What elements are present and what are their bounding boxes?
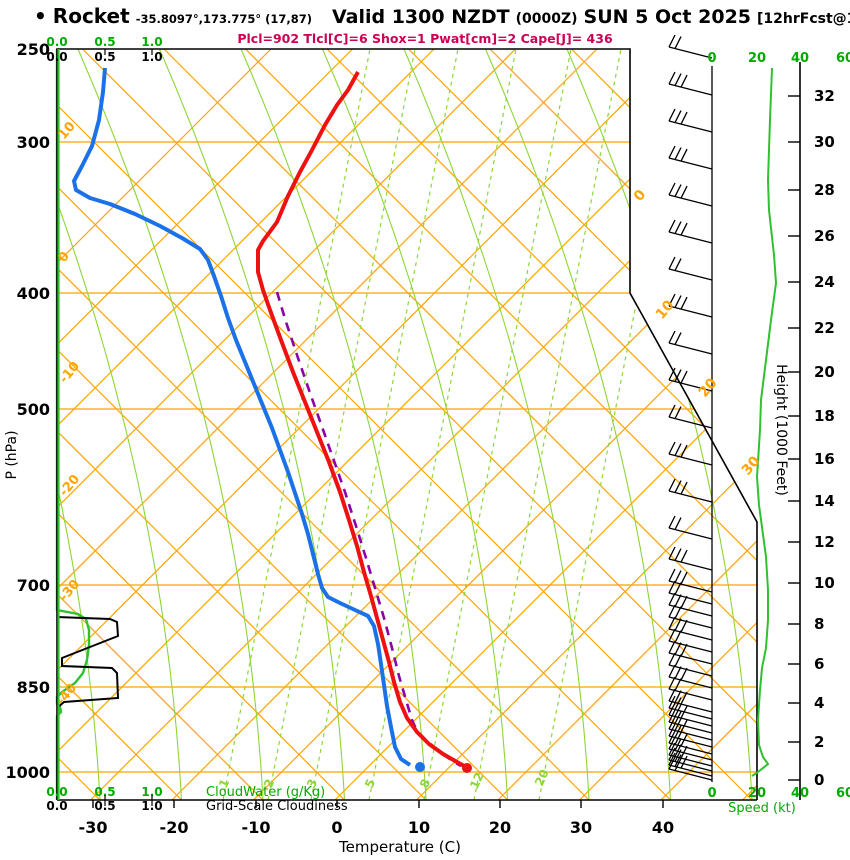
height-tick-label: 10 bbox=[814, 574, 835, 592]
cloudiness-scale-tick-top: 0.5 bbox=[94, 50, 115, 64]
temperature-curve bbox=[256, 71, 467, 769]
mixing-ratio-label: 12 bbox=[467, 770, 487, 791]
pressure-tick-label: 400 bbox=[17, 284, 50, 303]
pressure-tick-label: 300 bbox=[17, 133, 50, 152]
speed-tick-label-top: 20 bbox=[748, 51, 766, 66]
valid-time: Valid 1300 NZDT bbox=[331, 6, 510, 28]
wind-barbs bbox=[668, 34, 713, 782]
cloudwater-scale-tick-bottom: 0.5 bbox=[94, 785, 115, 799]
background-grid bbox=[57, 49, 757, 800]
temperature-tick-label: -30 bbox=[79, 818, 108, 837]
station-coords: -35.8097°,173.775° (17,87) bbox=[135, 12, 312, 26]
pressure-tick-label: 1000 bbox=[5, 763, 50, 782]
cloudwater-scale: 0.00.00.50.51.01.0 CloudWater (g/Kg) bbox=[46, 35, 325, 800]
adiabat-label-left: -10 bbox=[57, 359, 84, 387]
temperature-tick-label: -10 bbox=[242, 818, 271, 837]
cloudwater-scale-tick-bottom: 0.0 bbox=[46, 785, 67, 799]
height-tick-label: 16 bbox=[814, 450, 835, 468]
mixing-ratio-labels: 1 2 3 5 8 12 20 bbox=[216, 767, 552, 791]
cloudwater-scale-caption: CloudWater (g/Kg) bbox=[206, 785, 325, 800]
cloudwater-scale-tick-top: 1.0 bbox=[141, 35, 162, 49]
cloudiness-scale-caption: Grid-Scale Cloudiness bbox=[206, 799, 348, 814]
cloudwater-profile-line bbox=[55, 49, 91, 800]
temperature-tick-label: 10 bbox=[408, 818, 430, 837]
speed-tick-label-bottom: 0 bbox=[707, 786, 716, 801]
cloudiness-scale: 0.00.00.50.51.01.0 Grid-Scale Cloudiness bbox=[46, 49, 348, 814]
height-tick-label: 0 bbox=[814, 771, 824, 789]
cloudiness-scale-tick-top: 0.0 bbox=[46, 50, 67, 64]
height-tick-label: 2 bbox=[814, 733, 824, 751]
height-tick-label: 18 bbox=[814, 407, 835, 425]
valid-zulu: (0000Z) bbox=[515, 11, 578, 27]
temperature-axis-title: Temperature (C) bbox=[338, 838, 461, 856]
height-tick-label: 8 bbox=[814, 615, 824, 633]
speed-tick-label-top: 60 bbox=[836, 51, 850, 66]
pressure-tick-label: 500 bbox=[17, 400, 50, 419]
pressure-tick-label: 700 bbox=[17, 576, 50, 595]
temperature-tick-label: 20 bbox=[489, 818, 511, 837]
surface-dewpoint-dot bbox=[415, 762, 425, 772]
speed-tick-label-bottom: 20 bbox=[748, 786, 766, 801]
cloudiness-scale-tick-top: 1.0 bbox=[141, 50, 162, 64]
pressure-tick-label: 850 bbox=[17, 678, 50, 697]
adiabat-label-diagonal: 10 bbox=[653, 297, 678, 322]
cloudwater-scale-tick-top: 0.5 bbox=[94, 35, 115, 49]
height-tick-label: 4 bbox=[814, 694, 824, 712]
cloudiness-profile-line bbox=[56, 616, 120, 709]
height-tick-label: 12 bbox=[814, 533, 835, 551]
speed-tick-label-bottom: 40 bbox=[791, 786, 809, 801]
speed-tick-label-bottom: 60 bbox=[836, 786, 850, 801]
temperature-tick-label: 0 bbox=[331, 818, 342, 837]
adiabat-label-left: -20 bbox=[57, 472, 84, 500]
height-tick-label: 26 bbox=[814, 227, 835, 245]
dewpoint-curve bbox=[72, 67, 412, 767]
chart-title: • Rocket -35.8097°,173.775° (17,87) Valid… bbox=[34, 4, 850, 28]
temperature-axis: -30 -20 -10 0 10 20 30 40 Temperature (C) bbox=[79, 800, 674, 856]
cloudwater-scale-tick-top: 0.0 bbox=[46, 35, 67, 49]
height-tick-label: 6 bbox=[814, 655, 824, 673]
pressure-axis-title: P (hPa) bbox=[4, 430, 20, 479]
cloudwater-scale-tick-bottom: 1.0 bbox=[141, 785, 162, 799]
speed-axis-title: Speed (kt) bbox=[728, 801, 796, 816]
mixing-ratio-label: 20 bbox=[532, 767, 552, 788]
pressure-axis: 250 300 400 500 700 850 1000 P (hPa) bbox=[4, 40, 50, 782]
station-name: Rocket bbox=[52, 4, 130, 28]
valid-date: SUN 5 Oct 2025 bbox=[583, 6, 752, 28]
cloudiness-scale-tick-bottom: 0.0 bbox=[46, 799, 67, 813]
speed-tick-label-top: 40 bbox=[791, 51, 809, 66]
adiabat-label-diagonal: 20 bbox=[696, 375, 721, 400]
height-tick-label: 22 bbox=[814, 319, 835, 337]
speed-tick-label-top: 0 bbox=[707, 51, 716, 66]
temperature-tick-label: 30 bbox=[570, 818, 592, 837]
height-tick-label: 20 bbox=[814, 363, 835, 381]
forecast-tag: [12hrFcst@1648z] bbox=[757, 11, 850, 27]
height-tick-label: 32 bbox=[814, 87, 835, 105]
temperature-tick-label: 40 bbox=[652, 818, 674, 837]
temperature-tick-label: -20 bbox=[160, 818, 189, 837]
sounding-indices: Plcl=902 Tlcl[C]=6 Shox=1 Pwat[cm]=2 Cap… bbox=[237, 31, 613, 46]
wind-speed-curve bbox=[751, 67, 778, 777]
pressure-tick-label: 250 bbox=[17, 40, 50, 59]
height-tick-label: 24 bbox=[814, 273, 835, 291]
height-tick-label: 30 bbox=[814, 133, 835, 151]
height-axis-title: Height (1000 Feet) bbox=[773, 364, 789, 496]
adiabat-label-diagonal: 30 bbox=[739, 453, 764, 478]
bullet-icon: • bbox=[34, 4, 47, 28]
mixing-ratio-label: 5 bbox=[362, 777, 378, 790]
height-tick-label: 14 bbox=[814, 492, 835, 510]
surface-temperature-dot bbox=[462, 763, 472, 773]
adiabat-label-diagonal: 0 bbox=[631, 187, 650, 205]
height-tick-label: 28 bbox=[814, 181, 835, 199]
